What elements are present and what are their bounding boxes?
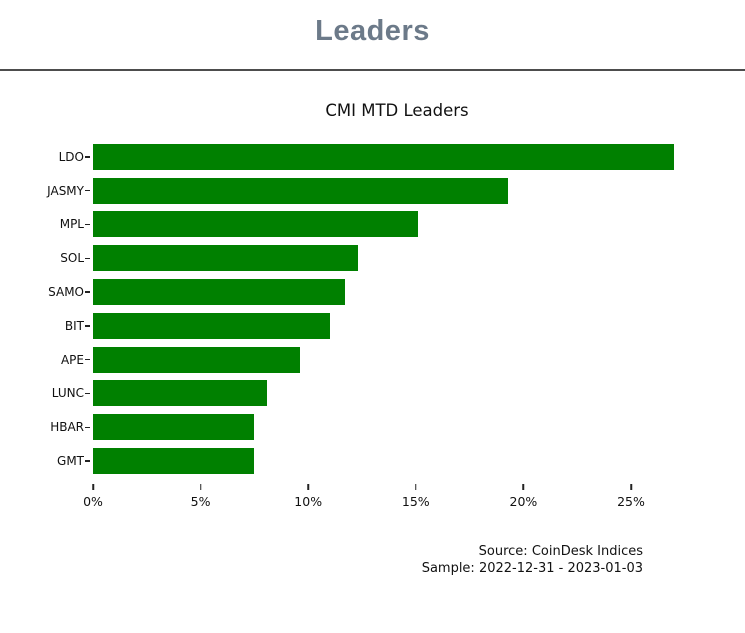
y-tick-box bbox=[84, 426, 93, 429]
x-tick-mark bbox=[415, 484, 417, 490]
source-annotation: Source: CoinDesk Indices Sample: 2022-12… bbox=[422, 544, 643, 577]
header-divider bbox=[0, 69, 745, 71]
bar bbox=[93, 312, 330, 339]
page-title: Leaders bbox=[315, 15, 430, 47]
bar-row: BIT bbox=[0, 309, 745, 343]
x-tick-mark bbox=[307, 484, 309, 490]
y-tick-box bbox=[84, 358, 93, 361]
bar bbox=[93, 211, 418, 238]
y-tick-box bbox=[84, 392, 93, 395]
category-label: APE bbox=[60, 352, 84, 367]
x-tick-label: 15% bbox=[401, 494, 430, 509]
category-label: MPL bbox=[59, 217, 84, 232]
category-label: LDO bbox=[58, 149, 84, 164]
bar bbox=[93, 346, 300, 373]
y-tick-box bbox=[84, 460, 93, 462]
y-tick-box bbox=[84, 291, 93, 293]
category-label: GMT bbox=[57, 454, 84, 469]
x-tick-mark bbox=[199, 484, 202, 490]
category-label: SAMO bbox=[48, 285, 84, 300]
source-line: Source: CoinDesk Indices bbox=[478, 544, 643, 559]
x-tick-mark bbox=[92, 484, 94, 490]
bar bbox=[93, 245, 358, 272]
bar bbox=[93, 414, 255, 441]
y-tick-mark bbox=[85, 156, 90, 158]
x-tick-mark bbox=[522, 484, 525, 490]
y-tick-box bbox=[84, 189, 93, 192]
y-tick-box bbox=[84, 156, 93, 158]
bar-row: GMT bbox=[0, 444, 745, 478]
x-tick-mark bbox=[630, 484, 632, 490]
y-tick-box bbox=[84, 325, 93, 327]
x-axis: 0% 5% 10% 15% 20% 25% bbox=[83, 484, 705, 518]
x-tick-label: 5% bbox=[190, 494, 211, 509]
bar-row: LDO bbox=[0, 140, 745, 174]
sample-line: Sample: 2022-12-31 - 2023-01-03 bbox=[421, 560, 643, 576]
category-label: LUNC bbox=[51, 386, 84, 401]
bar-row: MPL bbox=[0, 208, 745, 242]
chart-title: CMI MTD Leaders bbox=[325, 101, 469, 120]
x-tick-label: 0% bbox=[83, 494, 103, 509]
y-tick-mark bbox=[85, 426, 90, 429]
category-label: HBAR bbox=[50, 420, 84, 435]
bar bbox=[93, 380, 268, 407]
bar-row: APE bbox=[0, 343, 745, 377]
y-tick-mark bbox=[85, 392, 90, 395]
bar-chart: LDO JASMY MPL SOL SAMO BIT APE LUNC HBAR GMT bbox=[0, 140, 745, 478]
bar bbox=[93, 448, 255, 475]
y-tick-mark bbox=[85, 257, 90, 260]
y-tick-mark bbox=[85, 358, 90, 361]
category-label: SOL bbox=[60, 251, 84, 266]
category-label: JASMY bbox=[47, 183, 84, 198]
y-tick-mark bbox=[85, 189, 90, 192]
x-tick-label: 25% bbox=[617, 494, 645, 509]
y-tick-mark bbox=[85, 223, 90, 226]
bar-row: JASMY bbox=[0, 174, 745, 208]
bar-row: SAMO bbox=[0, 275, 745, 309]
y-tick-box bbox=[84, 257, 93, 260]
y-tick-box bbox=[84, 223, 93, 226]
bar bbox=[93, 177, 509, 204]
x-tick-label: 20% bbox=[509, 494, 538, 509]
y-tick-mark bbox=[85, 460, 90, 462]
bar bbox=[93, 143, 674, 170]
bar-row: LUNC bbox=[0, 377, 745, 411]
x-tick-label: 10% bbox=[294, 494, 323, 509]
y-tick-mark bbox=[85, 291, 90, 293]
category-label: BIT bbox=[64, 318, 84, 333]
bar-row: HBAR bbox=[0, 410, 745, 444]
bar bbox=[93, 279, 345, 306]
bar-row: SOL bbox=[0, 241, 745, 275]
y-tick-mark bbox=[85, 325, 90, 327]
